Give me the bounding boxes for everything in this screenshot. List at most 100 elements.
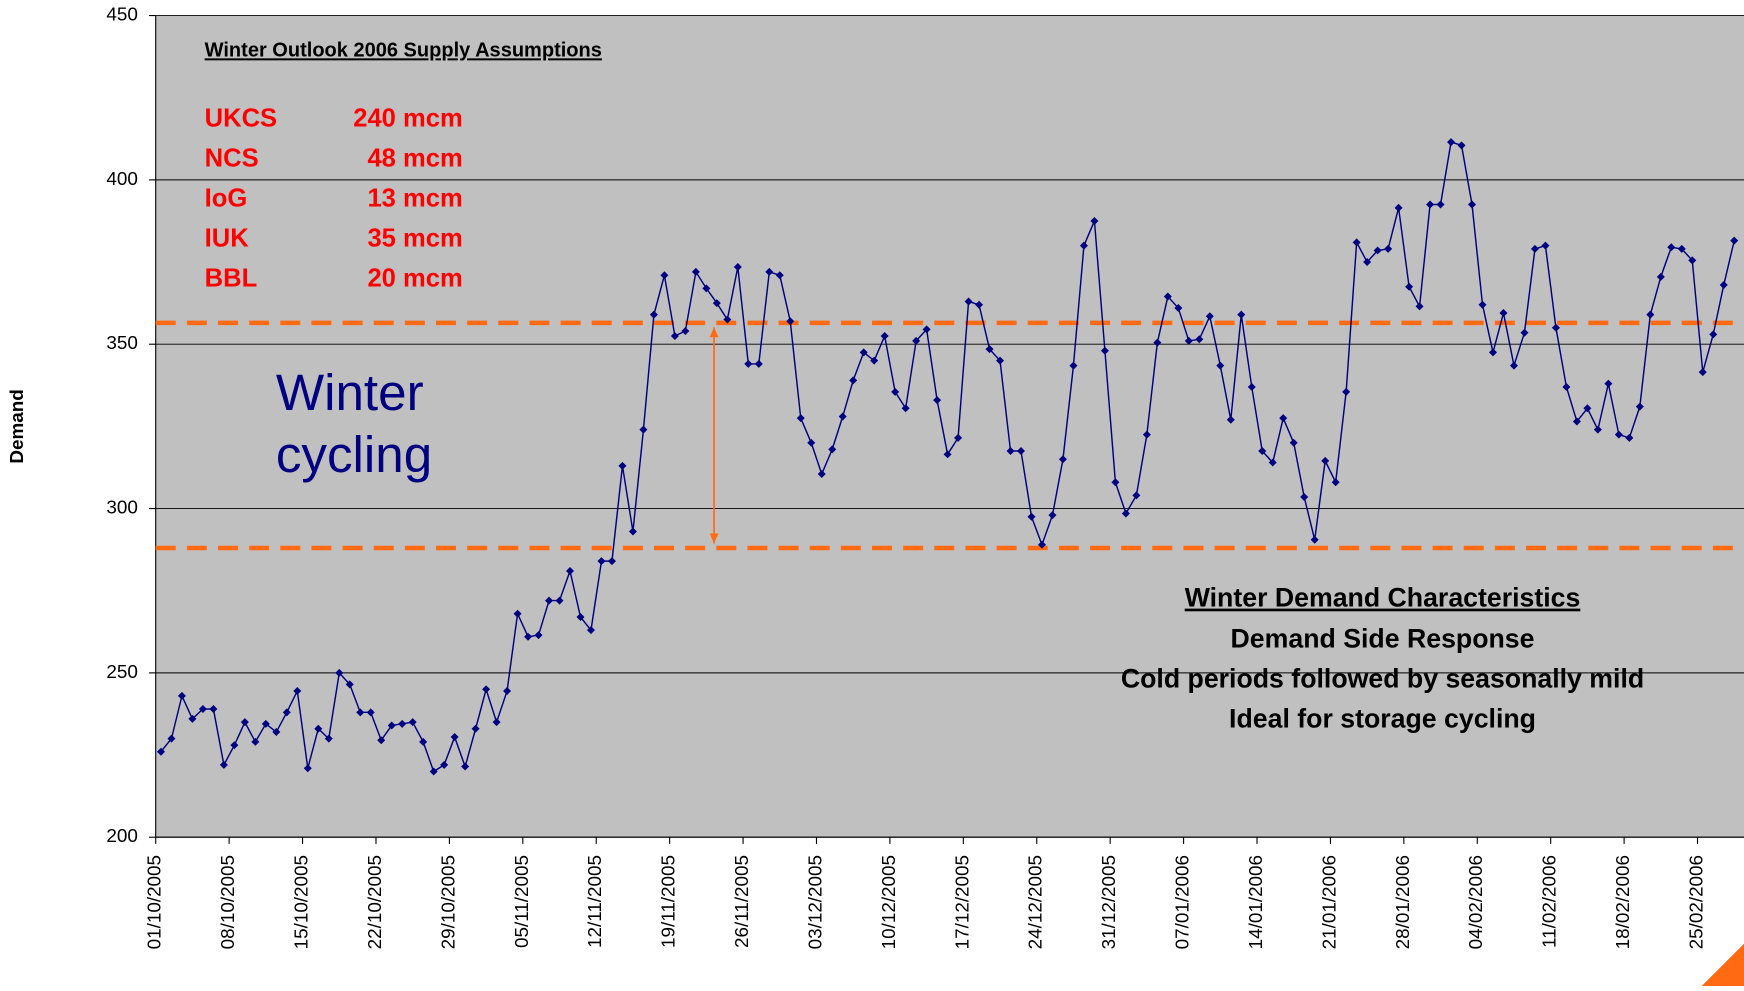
data-marker <box>345 680 354 689</box>
data-marker <box>1342 387 1351 396</box>
supply-value: 48 mcm <box>367 145 462 173</box>
data-marker <box>1048 511 1057 520</box>
data-marker <box>1667 243 1676 252</box>
annotation: Winter <box>276 364 424 421</box>
data-marker <box>503 686 512 695</box>
data-marker <box>408 718 417 727</box>
x-tick-label: 28/01/2006 <box>1393 855 1414 949</box>
data-marker <box>1478 300 1487 309</box>
x-tick-label: 24/12/2005 <box>1026 855 1047 949</box>
x-tick-label: 11/02/2006 <box>1540 855 1561 948</box>
data-marker <box>1541 241 1550 250</box>
data-marker <box>754 359 763 368</box>
data-marker <box>513 609 522 618</box>
data-marker <box>240 718 249 727</box>
data-marker <box>282 708 291 717</box>
data-marker <box>545 596 554 605</box>
data-marker <box>1415 302 1424 311</box>
data-marker <box>775 271 784 280</box>
data-marker <box>1405 282 1414 291</box>
y-tick-label: 350 <box>106 333 138 354</box>
x-tick-label: 15/10/2005 <box>292 855 313 949</box>
data-marker <box>1079 241 1088 250</box>
data-marker <box>555 596 564 605</box>
data-marker <box>586 626 595 635</box>
data-marker <box>1310 535 1319 544</box>
y-axis-label: Demand <box>7 389 28 463</box>
data-marker <box>828 445 837 454</box>
data-marker <box>387 721 396 730</box>
data-marker <box>1216 361 1225 370</box>
data-marker <box>398 719 407 728</box>
data-marker <box>1174 304 1183 313</box>
data-marker <box>1153 338 1162 347</box>
data-marker <box>1709 330 1718 339</box>
data-marker <box>1121 509 1130 518</box>
x-tick-label: 17/12/2005 <box>952 855 973 949</box>
data-marker <box>198 705 207 714</box>
supply-value: 240 mcm <box>353 105 462 133</box>
x-tick-label: 07/01/2006 <box>1173 855 1194 949</box>
x-tick-label: 18/02/2006 <box>1613 855 1634 949</box>
data-marker <box>1352 238 1361 247</box>
data-marker <box>1394 203 1403 212</box>
annotation: cycling <box>276 426 432 483</box>
x-tick-label: 14/01/2006 <box>1246 855 1267 949</box>
data-marker <box>639 425 648 434</box>
data-marker <box>272 728 281 737</box>
data-marker <box>1027 512 1036 521</box>
data-marker <box>1447 138 1456 147</box>
data-marker <box>1499 308 1508 317</box>
data-marker <box>492 718 501 727</box>
data-marker <box>1604 379 1613 388</box>
data-marker <box>786 317 795 326</box>
data-marker <box>1069 361 1078 370</box>
characteristics-line: Demand Side Response <box>1231 624 1535 654</box>
data-marker <box>597 557 606 566</box>
y-tick-label: 200 <box>106 826 138 847</box>
supply-name: UKCS <box>205 105 277 133</box>
x-tick-label: 19/11/2005 <box>659 855 680 948</box>
data-marker <box>1468 200 1477 209</box>
supply-value: 13 mcm <box>367 185 462 213</box>
data-marker <box>1037 540 1046 549</box>
data-marker <box>156 747 165 756</box>
corner-decoration <box>1701 943 1744 986</box>
data-marker <box>335 668 344 677</box>
data-marker <box>943 450 952 459</box>
data-marker <box>293 686 302 695</box>
x-tick-label: 12/11/2005 <box>585 855 606 948</box>
data-marker <box>419 737 428 746</box>
data-marker <box>1058 455 1067 464</box>
data-marker <box>482 685 491 694</box>
supply-name: IoG <box>205 185 248 213</box>
data-marker <box>1300 493 1309 502</box>
data-marker <box>1583 404 1592 413</box>
data-marker <box>314 724 323 733</box>
data-marker <box>356 708 365 717</box>
characteristics-title: Winter Demand Characteristics <box>1185 583 1581 613</box>
y-tick-label: 450 <box>106 5 138 26</box>
data-marker <box>849 376 858 385</box>
supply-title: Winter Outlook 2006 Supply Assumptions <box>205 39 602 61</box>
data-marker <box>1205 312 1214 321</box>
characteristics-line: Ideal for storage cycling <box>1229 704 1536 734</box>
data-marker <box>440 760 449 769</box>
supply-name: IUK <box>205 225 250 253</box>
data-marker <box>996 356 1005 365</box>
data-marker <box>429 767 438 776</box>
data-marker <box>702 284 711 293</box>
arrow-head <box>709 533 719 544</box>
data-marker <box>1226 415 1235 424</box>
x-tick-label: 10/12/2005 <box>879 855 900 949</box>
data-marker <box>1698 368 1707 377</box>
data-marker <box>1132 491 1141 500</box>
data-marker <box>167 734 176 743</box>
data-marker <box>859 348 868 357</box>
y-tick-label: 300 <box>106 498 138 519</box>
data-marker <box>1426 200 1435 209</box>
data-marker <box>744 359 753 368</box>
x-tick-label: 26/11/2005 <box>732 855 753 948</box>
data-marker <box>1719 281 1728 290</box>
